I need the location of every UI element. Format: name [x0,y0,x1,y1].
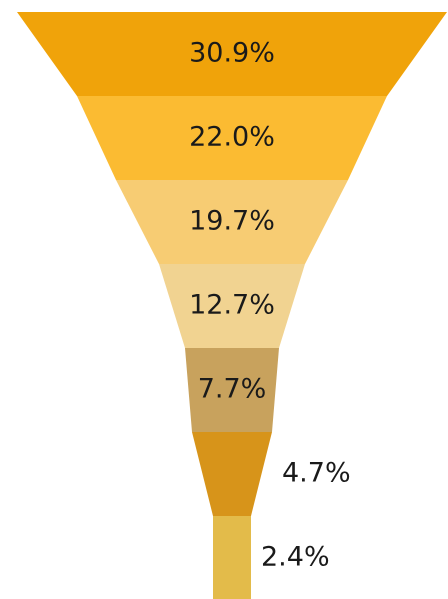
funnel-segment-4 [159,264,305,348]
funnel-label-1: 30.9% [189,38,275,69]
funnel-label-4: 12.7% [189,290,275,321]
funnel-segment-1 [17,12,447,96]
funnel-segment-7 [213,516,251,599]
funnel-labels: 30.9% 22.0% 19.7% 12.7% 7.7% 4.7% 2.4% [189,38,351,573]
funnel-segment-2 [77,96,387,180]
funnel-segments [17,12,447,599]
funnel-label-3: 19.7% [189,206,275,237]
funnel-segment-5 [185,348,279,432]
funnel-segment-6 [192,432,272,516]
funnel-label-6: 4.7% [282,458,351,489]
funnel-segment-3 [116,180,348,264]
funnel-label-2: 22.0% [189,122,275,153]
funnel-label-5: 7.7% [198,374,267,405]
funnel-label-7: 2.4% [261,542,330,573]
